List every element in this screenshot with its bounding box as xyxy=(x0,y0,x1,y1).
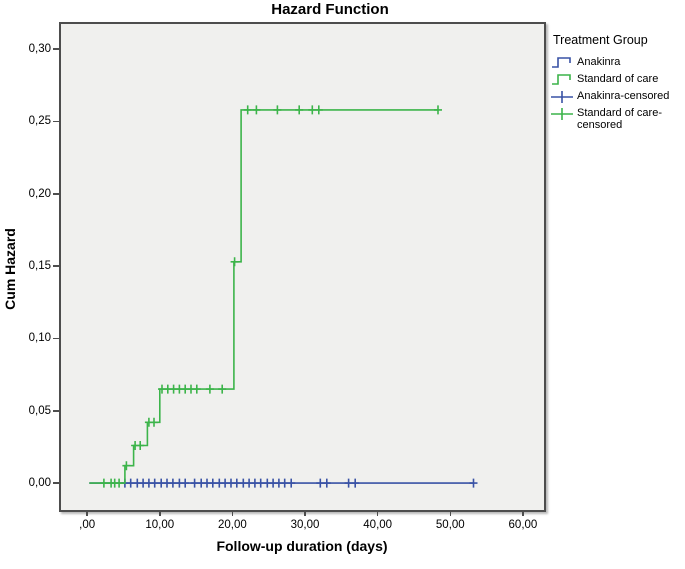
x-axis-label: Follow-up duration (days) xyxy=(216,538,388,554)
x-tick-label: 60,00 xyxy=(508,519,538,531)
legend-item-label: Standard of care xyxy=(577,73,659,85)
legend-items: Anakinra Standard of care Anakinra-censore… xyxy=(551,55,683,131)
hazard-chart xyxy=(89,105,478,488)
y-tick-label: 0,30 xyxy=(28,43,51,56)
y-tick-mark xyxy=(53,410,59,412)
x-tick-mark xyxy=(231,510,234,516)
y-tick-mark xyxy=(53,193,59,195)
legend-item-label: Anakinra xyxy=(577,56,621,68)
y-tick-label: 0,20 xyxy=(28,187,51,200)
y-axis-label: Cum Hazard xyxy=(2,228,18,310)
standard-of-care-censored-marks xyxy=(99,105,442,488)
x-tick-label: 40,00 xyxy=(363,519,393,531)
legend-item-standard-of-care-censored: Standard of care-censored xyxy=(551,106,683,131)
chart-title: Hazard Function xyxy=(271,1,389,18)
anakinra-line-swatch-icon xyxy=(552,57,571,68)
x-tick-label: 10,00 xyxy=(145,519,175,531)
legend-item-label: Standard of care-censored xyxy=(577,107,662,131)
standard-of-care-line-swatch-icon xyxy=(552,74,571,85)
x-tick-label: ,00 xyxy=(79,519,96,531)
x-tick-mark xyxy=(86,510,88,516)
y-tick-label: 0,10 xyxy=(28,332,51,345)
x-tick-mark xyxy=(522,510,524,516)
x-tick-mark xyxy=(159,510,161,516)
legend-title: Treatment Group xyxy=(553,33,648,47)
y-tick-label: 0,00 xyxy=(28,477,51,490)
y-tick-label: 0,25 xyxy=(28,115,51,128)
legend-item-anakinra-censored: Anakinra-censored xyxy=(551,89,683,104)
legend-item-label: Anakinra-censored xyxy=(577,90,670,102)
legend-item-standard-of-care: Standard of care xyxy=(551,72,683,87)
x-tick-mark xyxy=(449,510,452,516)
plot-area xyxy=(59,22,546,512)
x-tick-mark xyxy=(376,510,379,516)
standard-of-care-curve xyxy=(89,109,438,484)
y-tick-mark xyxy=(53,120,59,123)
x-tick-mark xyxy=(304,510,306,516)
legend: Treatment Group Anakinra Standard of care… xyxy=(551,33,683,133)
y-tick-mark xyxy=(53,265,59,267)
y-tick-mark xyxy=(53,48,59,50)
anakinra-censored-plus-swatch-icon xyxy=(551,91,573,103)
x-tick-label: 20,00 xyxy=(218,519,247,531)
y-tick-label: 0,05 xyxy=(28,404,51,417)
x-tick-label: 50,00 xyxy=(435,519,465,531)
y-tick-mark xyxy=(53,337,59,340)
y-tick-label: 0,15 xyxy=(28,260,51,273)
legend-item-anakinra: Anakinra xyxy=(551,55,683,70)
x-tick-label: 30,00 xyxy=(290,519,320,531)
standard-of-care-censored-plus-swatch-icon xyxy=(551,108,573,120)
y-tick-mark xyxy=(53,482,59,484)
